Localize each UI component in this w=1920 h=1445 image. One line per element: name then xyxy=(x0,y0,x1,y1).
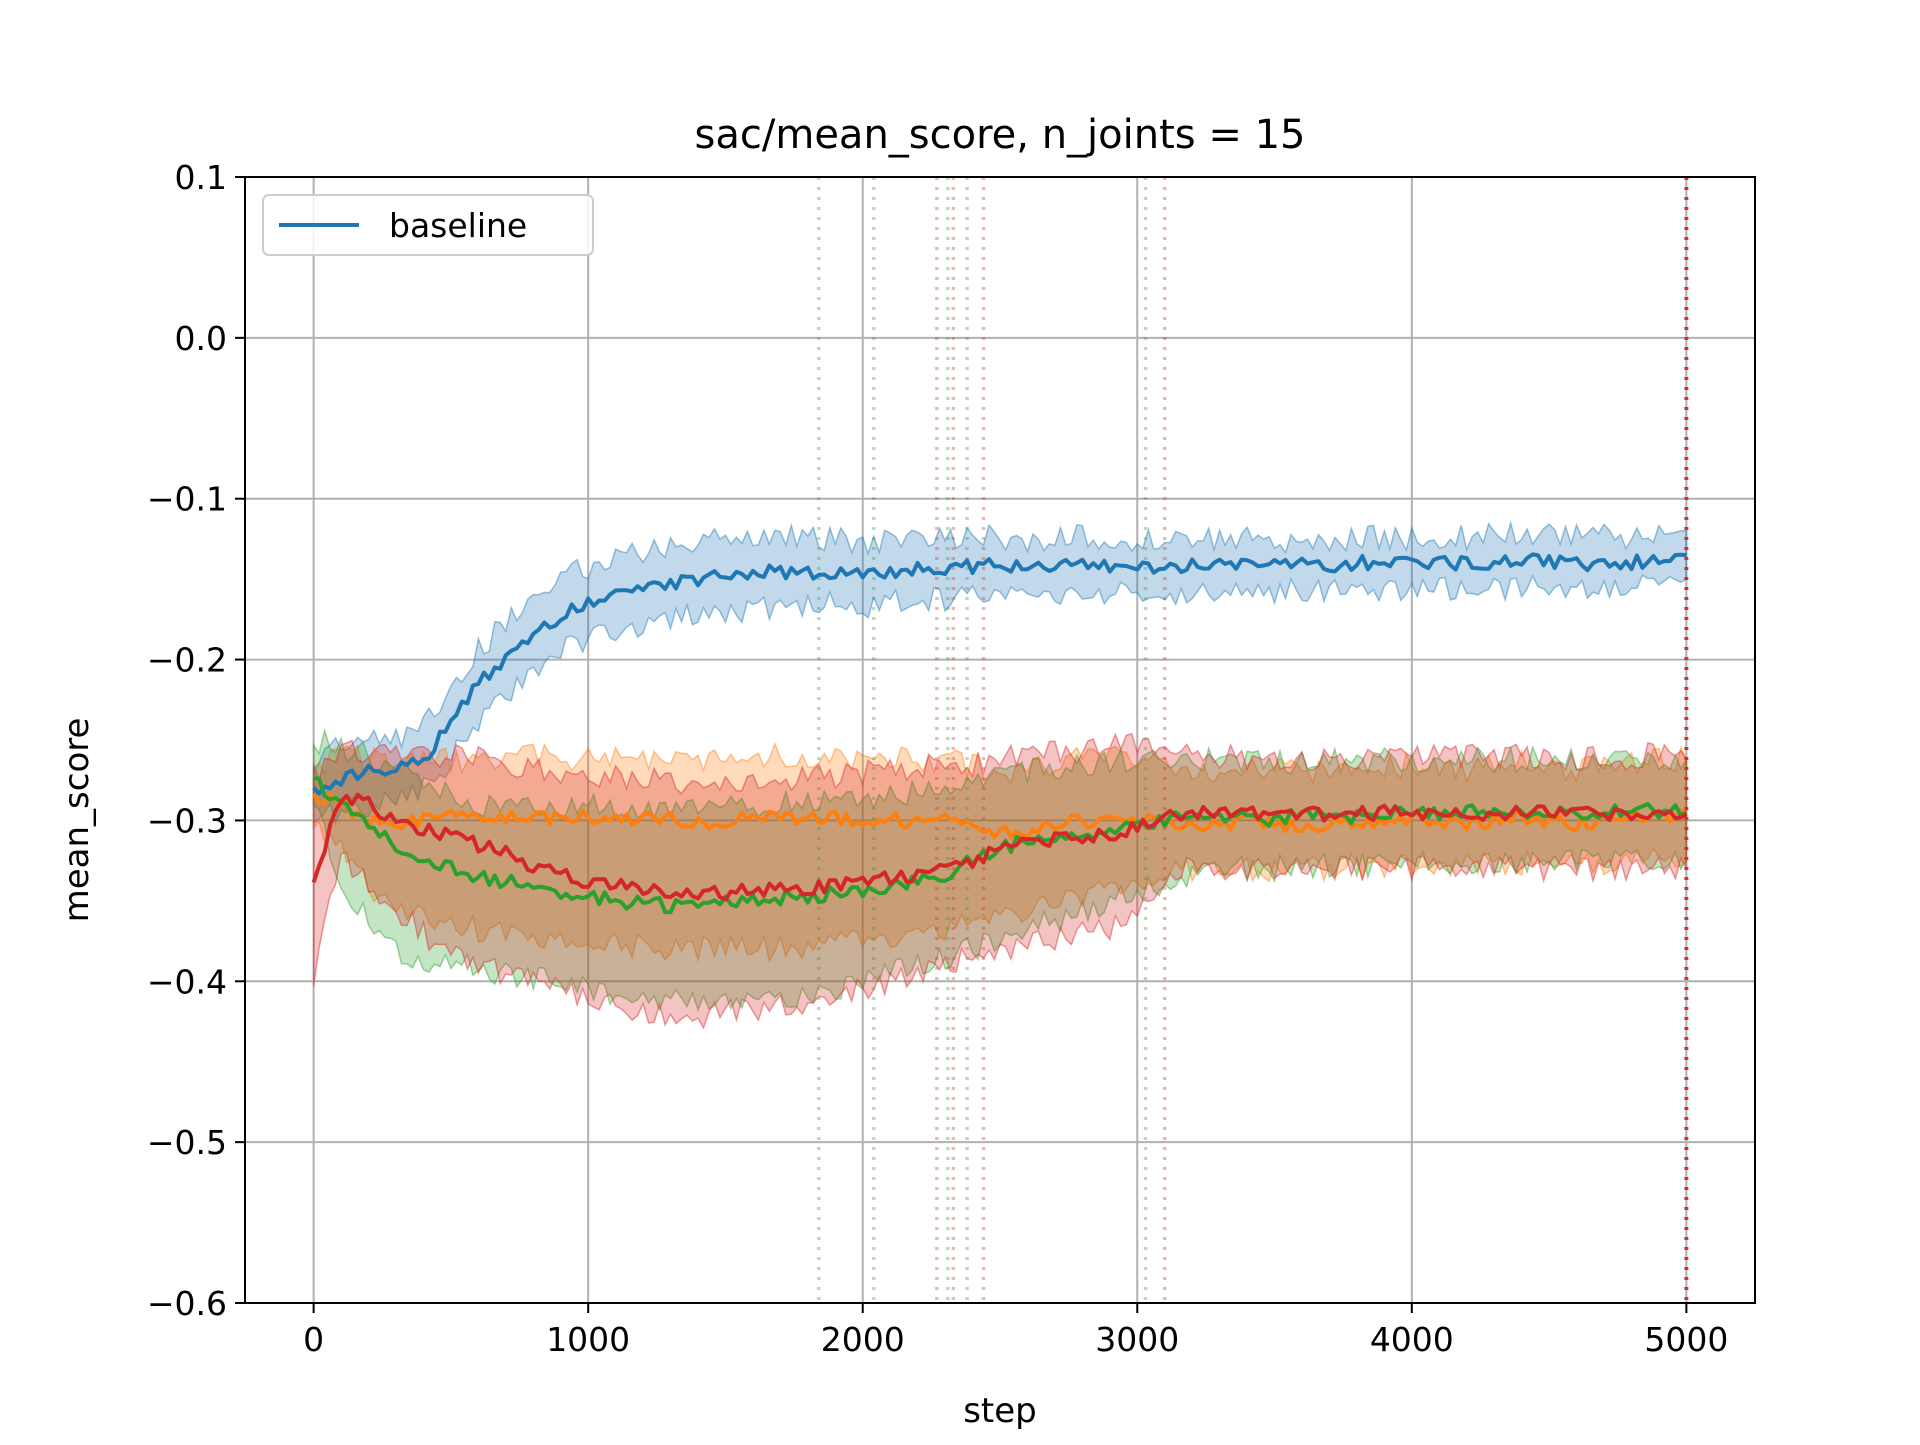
x-tick-label: 4000 xyxy=(1370,1320,1454,1359)
band-layer xyxy=(312,520,1688,1030)
x-tick-label: 2000 xyxy=(821,1320,905,1359)
y-tick-label: 0.0 xyxy=(175,319,227,358)
y-tick-label: −0.4 xyxy=(147,962,227,1001)
x-tick-label: 0 xyxy=(303,1320,324,1359)
legend: baseline xyxy=(262,194,594,256)
plot-frame xyxy=(244,176,1756,1304)
series-line-4 xyxy=(311,792,1688,902)
chart-title: sac/mean_score, n_joints = 15 xyxy=(695,112,1306,158)
x-tick-label: 1000 xyxy=(546,1320,630,1359)
y-tick-label: 0.1 xyxy=(175,158,227,197)
legend-label: baseline xyxy=(389,206,527,245)
x-axis-label: step xyxy=(963,1391,1037,1431)
grid-layer xyxy=(245,176,1755,1304)
y-axis-label: mean_score xyxy=(57,718,97,923)
series-line-2 xyxy=(311,792,1688,840)
axes-layer: 0 1000 2000 3000 4000 5000 0.1 0.0 −0.1 −0.2 −0.3 −… xyxy=(147,158,1756,1359)
legend-box xyxy=(262,194,594,256)
y-tick-label: −0.1 xyxy=(147,480,227,519)
x-tick-label: 3000 xyxy=(1095,1320,1179,1359)
confidence-band-2 xyxy=(312,741,1688,963)
y-tick-label: −0.6 xyxy=(147,1284,227,1323)
y-tick-label: −0.2 xyxy=(147,641,227,680)
y-tick-label: −0.5 xyxy=(147,1123,227,1162)
x-tick-label: 5000 xyxy=(1644,1320,1728,1359)
line-layer xyxy=(311,552,1688,915)
y-tick-label: −0.3 xyxy=(147,801,227,840)
series-line-1 xyxy=(312,552,1687,796)
marker-layer xyxy=(817,177,1689,1303)
